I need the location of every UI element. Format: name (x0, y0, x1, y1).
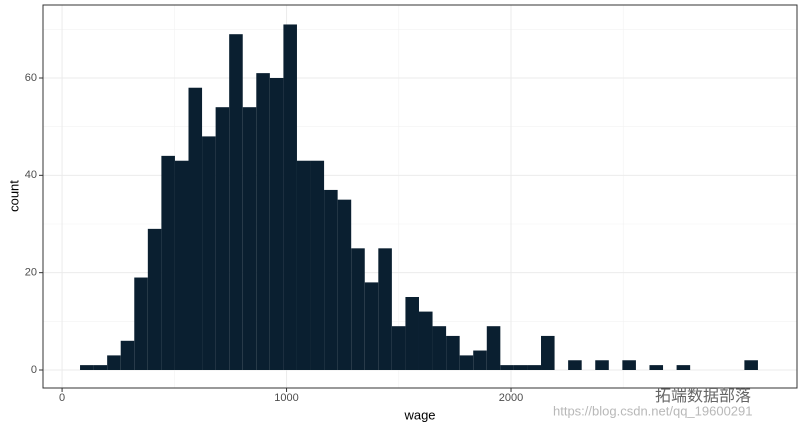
bar (80, 365, 94, 370)
bar (405, 296, 419, 370)
bar (120, 340, 135, 370)
panel-border (42, 4, 798, 389)
y-tick-label: 20 (25, 267, 37, 279)
bar (595, 360, 609, 370)
bar (568, 360, 582, 370)
watermark: 拓端数据部落 (655, 387, 751, 405)
bar (541, 335, 555, 370)
bar (161, 155, 175, 370)
bar (432, 326, 447, 370)
bar (622, 360, 636, 370)
bar (269, 77, 284, 370)
bar (256, 73, 270, 370)
bar (500, 365, 514, 370)
y-tick-label: 40 (25, 169, 37, 181)
bar (391, 326, 406, 370)
x-tick-label: 2000 (499, 392, 523, 404)
bar (378, 248, 392, 370)
bar (134, 277, 148, 370)
bar (242, 107, 257, 370)
bar (513, 365, 528, 370)
bar (147, 228, 162, 370)
bar (174, 160, 189, 370)
bar (364, 282, 379, 370)
y-tick-label: 0 (31, 364, 37, 376)
bar (324, 189, 338, 370)
bar (283, 24, 297, 370)
y-tick-label: 60 (25, 72, 37, 84)
bar (202, 136, 216, 370)
bar (676, 365, 691, 370)
bar (229, 34, 243, 370)
bar (310, 160, 325, 370)
bar (418, 311, 433, 370)
watermark: https://blog.csdn.net/qq_19600291 (553, 403, 753, 418)
bar (527, 365, 542, 370)
bar (649, 365, 664, 370)
bar (337, 199, 352, 370)
x-axis-title: wage (403, 407, 435, 422)
bar (215, 107, 230, 370)
bar (351, 248, 365, 370)
x-tick-label: 0 (59, 392, 65, 404)
y-axis-title: count (6, 180, 21, 212)
bar (188, 87, 203, 370)
bar (107, 355, 121, 370)
bar (446, 335, 460, 370)
bar (744, 360, 758, 370)
x-tick-label: 1000 (274, 392, 298, 404)
bar (459, 355, 474, 370)
bar (93, 365, 108, 370)
bar (473, 350, 487, 370)
bar (296, 160, 311, 370)
bar (486, 326, 501, 370)
